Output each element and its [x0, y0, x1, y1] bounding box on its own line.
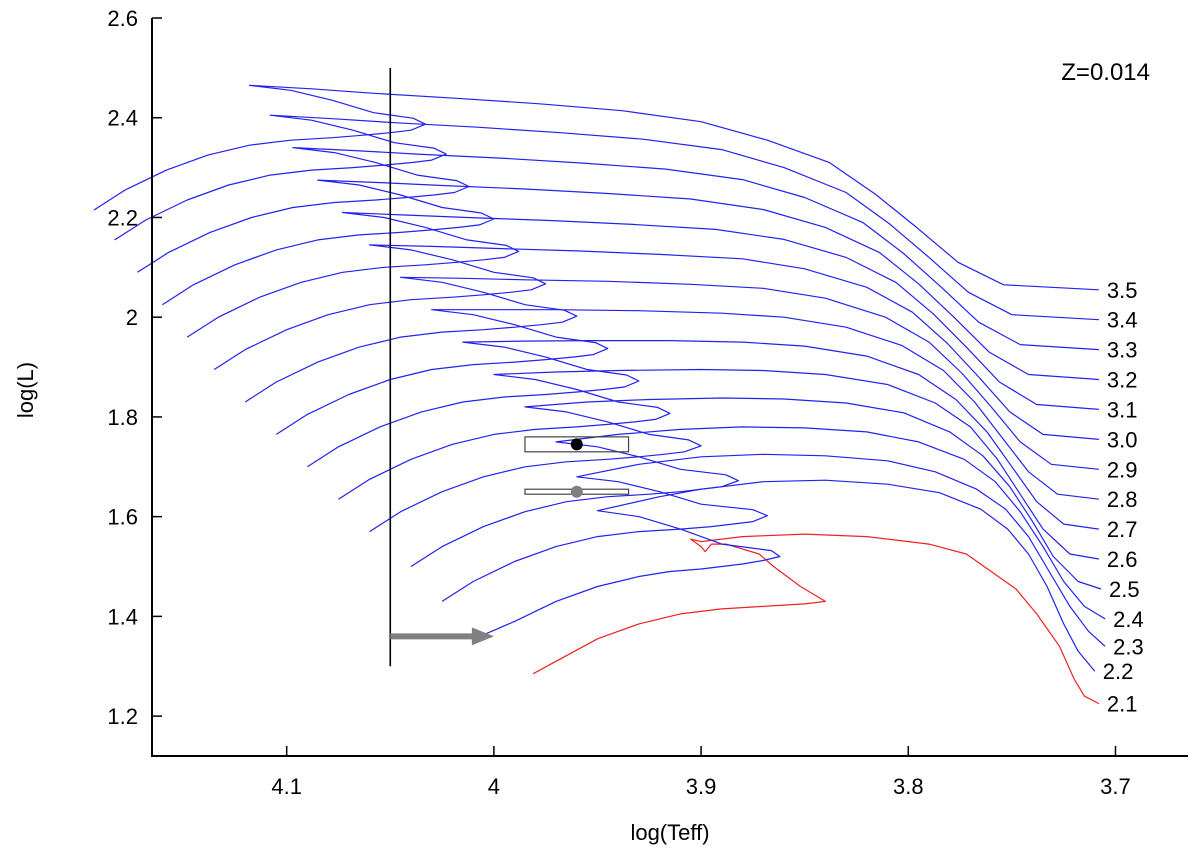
track-label-2-8: 2.8	[1107, 487, 1138, 512]
y-tick-label: 1.8	[107, 405, 138, 430]
track-label-2-3: 2.3	[1113, 634, 1144, 659]
y-tick-label: 2.4	[107, 106, 138, 131]
x-tick-label: 4.1	[271, 774, 302, 799]
track-2-4	[410, 426, 1106, 620]
track-3-3	[137, 147, 1099, 351]
axis-frame	[151, 18, 1188, 757]
arrow-head	[471, 627, 494, 646]
y-axis-label: log(L)	[13, 362, 38, 418]
evolutionary-tracks	[93, 84, 1106, 705]
track-label-3-4: 3.4	[1107, 308, 1138, 333]
metallicity-annotation: Z=0.014	[1061, 59, 1150, 86]
y-tick-label: 2	[126, 305, 138, 330]
track-2-7	[307, 340, 1099, 530]
track-2-6	[338, 368, 1100, 560]
track-2-8	[275, 309, 1099, 500]
track-3-1	[186, 211, 1099, 410]
track-label-3-0: 3.0	[1107, 427, 1138, 452]
track-label-3-2: 3.2	[1107, 368, 1138, 393]
x-tick-label: 4	[488, 774, 500, 799]
x-tick-label: 3.8	[893, 774, 924, 799]
y-tick-label: 1.4	[107, 604, 138, 629]
track-label-3-5: 3.5	[1107, 278, 1138, 303]
y-tick-label: 1.6	[107, 505, 138, 530]
track-labels: 2.1 2.22.32.4 2.5 2.6 2.7 2.8 2.9 3.0 3.1 3.2 3.3 3…	[1103, 278, 1144, 717]
data-point-1	[570, 438, 583, 451]
track-3-4	[114, 114, 1099, 321]
y-tick-label: 2.6	[107, 6, 138, 31]
track-3-5	[93, 84, 1099, 291]
x-axis-label: log(Teff)	[630, 820, 709, 845]
y-tick-label: 1.2	[107, 704, 138, 729]
track-label-3-1: 3.1	[1107, 397, 1138, 422]
error-box-1	[524, 436, 630, 453]
axes: 4.1 4 3.9 3.8 3.7 1.2 1.4 1.6 1.8 2 2.2 2.4 2.6	[107, 6, 1188, 799]
track-label-2-7: 2.7	[1107, 517, 1138, 542]
track-2-1	[532, 533, 1100, 705]
track-2-9	[244, 276, 1099, 470]
track-label-2-2: 2.2	[1103, 659, 1134, 684]
track-2-5	[369, 397, 1102, 590]
track-label-2-4: 2.4	[1113, 607, 1144, 632]
y-tick-label: 2.2	[107, 205, 138, 230]
track-2-2	[483, 479, 1096, 672]
x-tick-label: 3.9	[686, 774, 717, 799]
track-label-2-6: 2.6	[1107, 547, 1138, 572]
markers	[389, 67, 630, 667]
data-point-2	[570, 485, 583, 498]
track-3-0	[213, 244, 1099, 440]
track-label-2-1: 2.1	[1107, 692, 1138, 717]
track-label-2-9: 2.9	[1107, 457, 1138, 482]
track-3-2	[162, 179, 1099, 381]
track-label-3-3: 3.3	[1107, 338, 1138, 363]
track-2-3	[441, 453, 1106, 647]
track-label-2-5: 2.5	[1109, 577, 1140, 602]
x-tick-label: 3.7	[1100, 774, 1131, 799]
